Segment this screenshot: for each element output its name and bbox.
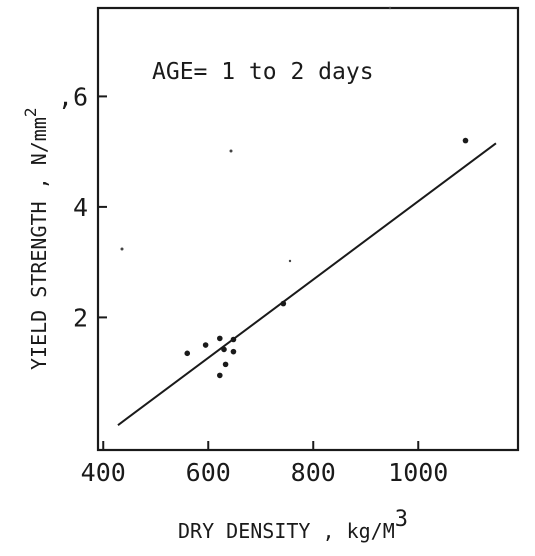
data-points (184, 137, 469, 379)
data-point (222, 361, 229, 368)
y-tick-label: 4 (73, 193, 88, 222)
y-axis-title-text: YIELD STRENGTH , N/mm (27, 117, 51, 370)
data-point (202, 342, 209, 348)
speck (388, 6, 392, 10)
x-axis-title: DRY DENSITY , kg/M3 (178, 507, 408, 543)
x-tick-label: 600 (186, 458, 231, 487)
age-annotation: AGE= 1 to 2 days (152, 59, 374, 85)
data-point (462, 137, 469, 144)
speck (288, 259, 292, 263)
data-point (230, 336, 237, 343)
y-axis-title: YIELD STRENGTH , N/mm2 (21, 107, 51, 370)
fit-line (117, 142, 497, 426)
x-axis-title-superscript: 3 (395, 507, 408, 532)
tick-labels: 400 600 800 1000 2 4 ,6 (58, 82, 448, 487)
data-point (217, 335, 223, 342)
speck (120, 247, 124, 251)
data-point (184, 350, 191, 357)
x-tick-label: 800 (291, 458, 336, 487)
scan-specks (120, 6, 392, 263)
data-point (280, 300, 287, 307)
x-tick-label: 1000 (388, 458, 448, 487)
x-tick-label: 400 (81, 458, 126, 487)
x-axis-title-text: DRY DENSITY , kg/M (178, 519, 395, 543)
speck (229, 149, 233, 153)
axis-ticks (98, 95, 420, 450)
plot-frame (96, 6, 520, 452)
y-tick-label: ,6 (58, 82, 88, 111)
y-tick-label: 2 (73, 303, 88, 332)
data-point (221, 346, 227, 353)
data-point (230, 348, 237, 355)
y-axis-title-superscript: 2 (21, 107, 40, 117)
data-point (217, 372, 223, 379)
